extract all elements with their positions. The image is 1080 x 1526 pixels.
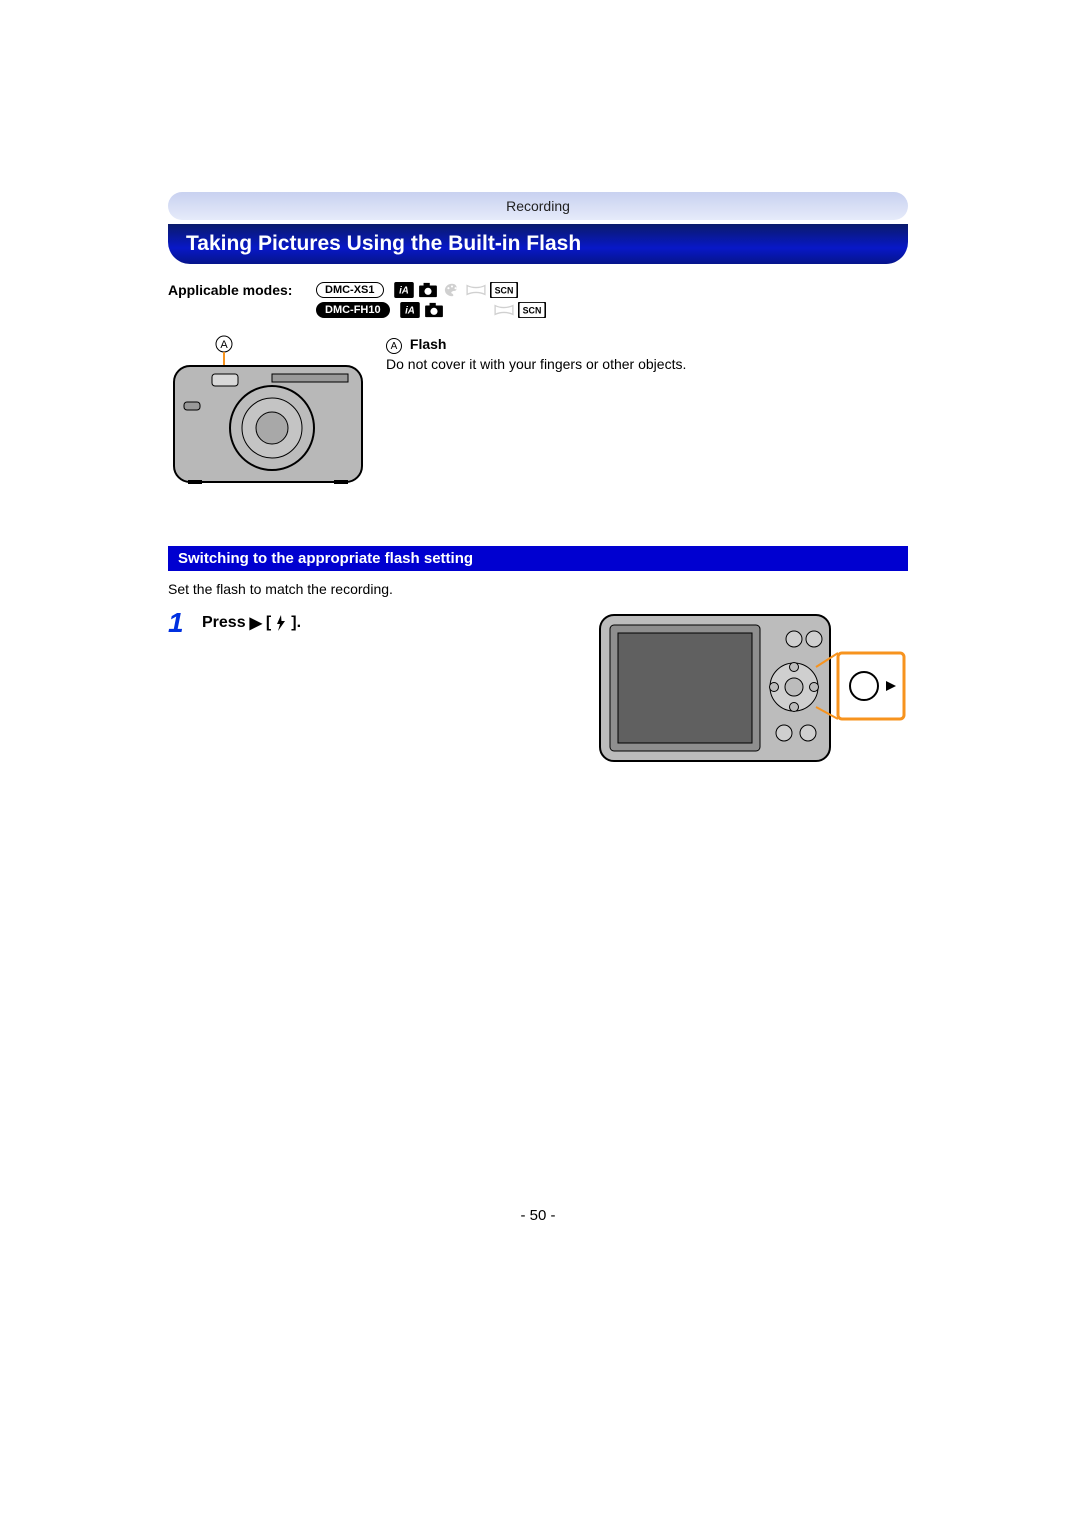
page-number: - 50 -	[168, 1207, 908, 1224]
model-badge-xs1: DMC-XS1	[316, 282, 384, 298]
svg-text:SCN: SCN	[522, 306, 541, 316]
mode-panorama-icon	[466, 282, 486, 298]
svg-text:iA: iA	[405, 306, 415, 317]
page-title: Taking Pictures Using the Built-in Flash	[186, 232, 581, 256]
page-title-bar: Taking Pictures Using the Built-in Flash	[168, 224, 908, 264]
applicable-modes-label: Applicable modes:	[168, 282, 316, 298]
step-1: 1 Press ▶ [ ].	[168, 609, 908, 774]
mode-palette-icon	[442, 282, 462, 298]
flash-label: Flash	[410, 336, 447, 352]
mode-camera-icon	[424, 302, 444, 318]
mode-scn-icon: SCN	[490, 282, 518, 298]
svg-text:iA: iA	[399, 286, 409, 297]
step-instruction: Press ▶ [ ].	[202, 609, 301, 633]
mode-scn-icon: SCN	[518, 302, 546, 318]
applicable-modes-row-1: Applicable modes: DMC-XS1 iA SCN	[168, 282, 908, 298]
breadcrumb-pill: Recording	[168, 192, 908, 220]
mode-ia-icon: iA	[400, 302, 420, 318]
svg-text:SCN: SCN	[494, 286, 513, 296]
mode-ia-icon: iA	[394, 282, 414, 298]
flash-icon	[275, 615, 287, 631]
svg-text:A: A	[220, 339, 228, 351]
callout-marker-a: A	[386, 338, 402, 354]
section-body: Set the flash to match the recording.	[168, 581, 908, 597]
section-subheader: Switching to the appropriate flash setti…	[168, 546, 908, 571]
camera-back-diagram	[598, 609, 908, 769]
mode-panorama-icon	[494, 302, 514, 318]
flash-callout-note: Do not cover it with your fingers or oth…	[386, 354, 686, 374]
right-arrow-glyph: ▶	[250, 613, 262, 633]
model-badge-fh10: DMC-FH10	[316, 302, 390, 318]
mode-camera-icon	[418, 282, 438, 298]
camera-front-diagram: A	[168, 334, 368, 494]
flash-callout-label: A Flash	[386, 334, 686, 354]
step-number: 1	[168, 609, 202, 637]
applicable-modes-row-2: DMC-FH10 iA SCN	[168, 302, 908, 318]
